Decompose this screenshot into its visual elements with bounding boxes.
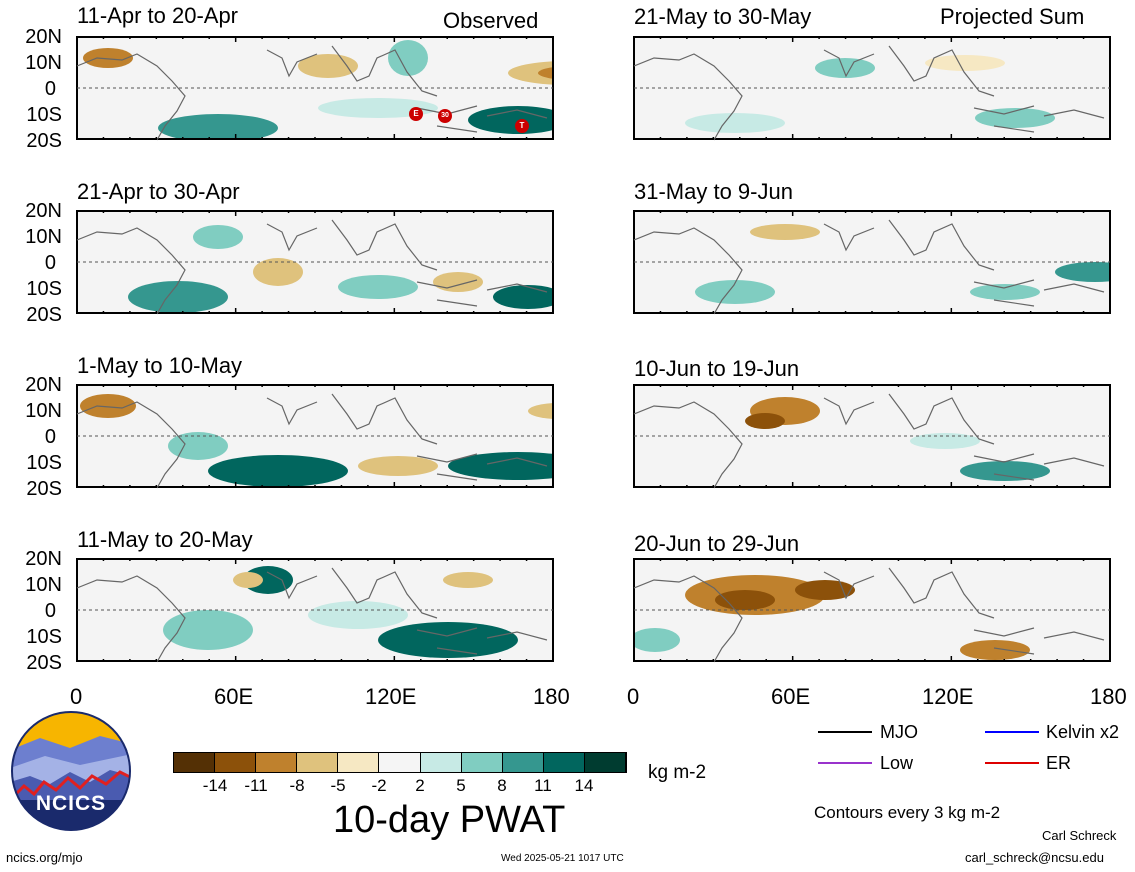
lat-label: 10S bbox=[26, 452, 62, 474]
lon-label: 60E bbox=[771, 684, 811, 709]
colorbar-swatch bbox=[379, 753, 421, 772]
panel-title-obs-2: 21-Apr to 30-Apr bbox=[77, 179, 240, 204]
lon-label: 120E bbox=[365, 684, 417, 709]
panel-title-obs-4: 11-May to 20-May bbox=[77, 527, 253, 552]
colorbar-swatch bbox=[461, 753, 503, 772]
pwat-field bbox=[635, 575, 1030, 660]
legend-label-kelvin: Kelvin x2 bbox=[1046, 722, 1120, 742]
colorbar-swatch bbox=[502, 753, 544, 772]
ncics-logo: NCICS bbox=[10, 710, 132, 832]
panel-title-proj-2: 31-May to 9-Jun bbox=[634, 179, 793, 204]
lat-label: 20N bbox=[25, 548, 62, 570]
colorbar-swatch bbox=[215, 753, 257, 772]
logo-text: NCICS bbox=[35, 792, 107, 815]
colorbar-tick: -14 bbox=[202, 776, 228, 795]
lat-label: 10N bbox=[25, 52, 62, 74]
legend-line-kelvin bbox=[985, 731, 1039, 733]
colorbar-tick: -8 bbox=[289, 776, 305, 795]
lat-label: 20S bbox=[26, 478, 62, 500]
lat-label: 10N bbox=[25, 226, 62, 248]
contour-note: Contours every 3 kg m-2 bbox=[814, 803, 1001, 822]
lat-label: 10N bbox=[25, 400, 62, 422]
projected-label: Projected Sum bbox=[940, 4, 1085, 29]
lat-label: 20N bbox=[25, 374, 62, 396]
colorbar-tick: 2 bbox=[415, 776, 425, 795]
storm-marker-e: E bbox=[409, 107, 423, 121]
lat-label: 20S bbox=[26, 652, 62, 674]
lon-label: 0 bbox=[70, 684, 83, 709]
lat-label: 10S bbox=[26, 278, 62, 300]
panel-title-obs-1: 11-Apr to 20-Apr bbox=[77, 3, 239, 28]
observed-label: Observed bbox=[443, 8, 539, 33]
colorbar-tick: -11 bbox=[244, 776, 268, 795]
legend-label-er: ER bbox=[1046, 753, 1072, 773]
colorbar-swatch bbox=[338, 753, 380, 772]
colorbar-swatch bbox=[256, 753, 298, 772]
legend-label-low: Low bbox=[880, 753, 914, 773]
lon-label: 180 bbox=[533, 684, 570, 709]
colorbar-swatch bbox=[584, 753, 627, 772]
panel-title-obs-3: 1-May to 10-May bbox=[77, 353, 243, 378]
lat-label: 0 bbox=[44, 600, 56, 622]
storm-marker-t: T bbox=[515, 119, 529, 133]
colorbar-tick: 8 bbox=[497, 776, 507, 795]
colorbar-swatch bbox=[543, 753, 585, 772]
lat-label: 10N bbox=[25, 574, 62, 596]
pwat-field bbox=[695, 224, 1109, 304]
lon-label: 60E bbox=[214, 684, 254, 709]
legend-line-er bbox=[985, 762, 1039, 764]
pwat-field bbox=[83, 40, 552, 138]
panel-title-proj-1: 21-May to 30-May bbox=[634, 4, 812, 29]
lat-label: 0 bbox=[44, 426, 56, 448]
lat-label: 20N bbox=[25, 200, 62, 222]
colorbar-units: kg m-2 bbox=[648, 762, 707, 783]
logo-graphic bbox=[11, 711, 131, 831]
legend-line-mjo bbox=[818, 731, 872, 733]
colorbar-tick: -2 bbox=[371, 776, 387, 795]
lat-label: 20N bbox=[25, 26, 62, 48]
colorbar-swatch bbox=[297, 753, 339, 772]
colorbar-swatch bbox=[174, 753, 216, 772]
lon-label: 180 bbox=[1090, 684, 1127, 709]
colorbar-tick: -5 bbox=[330, 776, 346, 795]
author: Carl Schreck bbox=[1042, 828, 1117, 843]
lat-label: 0 bbox=[44, 252, 56, 274]
colorbar-title: 10-day PWAT bbox=[333, 799, 566, 841]
pwat-field bbox=[80, 394, 552, 486]
colorbar-tick: 5 bbox=[456, 776, 466, 795]
pwat-field bbox=[685, 55, 1055, 133]
lat-label: 0 bbox=[44, 78, 56, 100]
lat-label: 10S bbox=[26, 104, 62, 126]
panel-title-proj-3: 10-Jun to 19-Jun bbox=[634, 356, 800, 381]
colorbar bbox=[173, 752, 627, 773]
lat-label: 20S bbox=[26, 304, 62, 326]
lon-label: 120E bbox=[922, 684, 974, 709]
timestamp: Wed 2025-05-21 1017 UTC bbox=[501, 853, 624, 864]
lat-label: 10S bbox=[26, 626, 62, 648]
author-email: carl_schreck@ncsu.edu bbox=[965, 850, 1104, 865]
legend-line-low bbox=[818, 762, 872, 764]
lat-label: 20S bbox=[26, 130, 62, 152]
colorbar-swatch bbox=[420, 753, 462, 772]
storm-marker-30: 30 bbox=[438, 109, 452, 123]
pwat-field bbox=[128, 225, 552, 312]
panel-title-proj-4: 20-Jun to 29-Jun bbox=[634, 531, 800, 556]
pwat-field bbox=[745, 397, 1050, 481]
lon-label: 0 bbox=[627, 684, 640, 709]
site-url: ncics.org/mjo bbox=[6, 850, 83, 865]
legend-label-mjo: MJO bbox=[880, 722, 918, 742]
colorbar-tick: 14 bbox=[574, 776, 594, 795]
colorbar-tick: 11 bbox=[534, 776, 552, 795]
pwat-field bbox=[163, 566, 518, 658]
